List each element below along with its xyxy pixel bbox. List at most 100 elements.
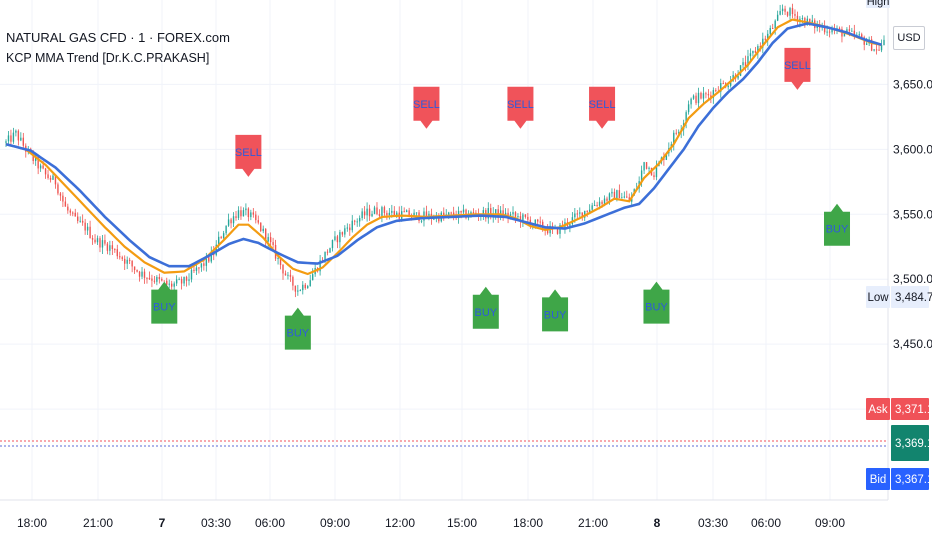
candle-body[interactable] (20, 137, 22, 141)
candle-body[interactable] (329, 248, 331, 253)
candle-body[interactable] (349, 227, 351, 231)
candle-body[interactable] (673, 132, 675, 145)
candle-body[interactable] (403, 211, 405, 213)
candle-body[interactable] (222, 233, 225, 239)
candle-body[interactable] (237, 210, 240, 218)
candle-body[interactable] (576, 213, 579, 215)
buy-signal-marker[interactable] (643, 281, 670, 324)
candle-body[interactable] (64, 201, 67, 207)
candle-body[interactable] (495, 209, 497, 214)
candle-body[interactable] (722, 83, 724, 85)
candle-body[interactable] (255, 214, 257, 221)
candle-body[interactable] (52, 175, 54, 180)
candle-body[interactable] (749, 53, 752, 57)
candle-body[interactable] (185, 276, 188, 281)
candle-body[interactable] (527, 216, 529, 220)
candle-body[interactable] (22, 137, 25, 146)
candle-body[interactable] (311, 274, 314, 281)
candle-body[interactable] (163, 280, 165, 282)
candle-body[interactable] (12, 132, 15, 142)
candle-body[interactable] (279, 258, 282, 265)
candle-body[interactable] (242, 210, 245, 217)
candle-body[interactable] (603, 198, 606, 205)
candle-body[interactable] (618, 190, 621, 199)
candle-body[interactable] (537, 219, 539, 222)
candle-body[interactable] (621, 197, 623, 199)
candle-body[interactable] (356, 221, 358, 223)
candle-body[interactable] (744, 62, 747, 67)
candle-body[interactable] (794, 14, 796, 16)
candle-body[interactable] (742, 62, 744, 66)
candle-body[interactable] (292, 276, 294, 286)
candle-body[interactable] (586, 210, 588, 212)
sell-signal-marker[interactable] (235, 134, 262, 177)
candle-body[interactable] (875, 49, 878, 51)
candle-body[interactable] (376, 207, 378, 215)
candle-body[interactable] (284, 273, 287, 276)
candle-body[interactable] (640, 170, 643, 182)
candle-body[interactable] (168, 283, 170, 285)
candle-body[interactable] (858, 34, 860, 36)
candle-body[interactable] (326, 251, 329, 253)
candle-body[interactable] (613, 191, 616, 200)
candle-body[interactable] (289, 274, 292, 277)
candle-body[interactable] (772, 28, 774, 30)
candle-body[interactable] (203, 263, 205, 266)
candle-body[interactable] (539, 221, 541, 223)
candle-body[interactable] (126, 259, 128, 264)
candle-body[interactable] (124, 258, 126, 264)
candle-body[interactable] (47, 174, 49, 178)
currency-button[interactable]: USD (893, 26, 925, 50)
candle-body[interactable] (7, 135, 10, 142)
candle-body[interactable] (420, 220, 423, 222)
candle-body[interactable] (220, 236, 222, 239)
candle-body[interactable] (217, 236, 220, 245)
candle-body[interactable] (593, 204, 596, 206)
candle-body[interactable] (546, 230, 549, 234)
candle-body[interactable] (319, 260, 321, 272)
candle-body[interactable] (193, 269, 195, 271)
candle-body[interactable] (354, 220, 356, 222)
candle-body[interactable] (648, 167, 650, 169)
candle-body[interactable] (873, 49, 875, 51)
candle-body[interactable] (848, 29, 851, 31)
candle-body[interactable] (598, 201, 601, 206)
candle-body[interactable] (106, 243, 109, 251)
candle-body[interactable] (79, 220, 81, 222)
candle-body[interactable] (519, 216, 522, 222)
candle-body[interactable] (776, 14, 779, 21)
sell-signal-marker[interactable] (589, 86, 616, 129)
candle-body[interactable] (878, 49, 880, 51)
candle-body[interactable] (762, 38, 764, 48)
candle-body[interactable] (581, 212, 583, 218)
candle-body[interactable] (341, 232, 344, 235)
candle-body[interactable] (737, 75, 739, 79)
candle-body[interactable] (232, 216, 235, 224)
candle-body[interactable] (208, 256, 210, 262)
candle-body[interactable] (260, 222, 262, 232)
candle-body[interactable] (811, 20, 813, 23)
candle-body[interactable] (759, 46, 762, 48)
candle-body[interactable] (690, 98, 692, 105)
candle-body[interactable] (175, 279, 178, 284)
candle-body[interactable] (460, 210, 462, 213)
candle-body[interactable] (215, 244, 217, 256)
candle-body[interactable] (368, 208, 371, 217)
candle-body[interactable] (710, 95, 712, 98)
candle-body[interactable] (715, 90, 717, 92)
candle-body[interactable] (188, 279, 190, 281)
candle-body[interactable] (198, 267, 200, 269)
candle-body[interactable] (250, 212, 252, 218)
candle-body[interactable] (767, 33, 769, 40)
candle-body[interactable] (448, 212, 450, 215)
candle-body[interactable] (210, 251, 212, 262)
buy-signal-marker[interactable] (151, 281, 178, 324)
candle-body[interactable] (133, 266, 136, 271)
candle-body[interactable] (190, 269, 193, 280)
candle-body[interactable] (588, 209, 591, 212)
candle-body[interactable] (828, 31, 831, 33)
candle-body[interactable] (331, 240, 334, 249)
candle-body[interactable] (195, 267, 198, 271)
candle-body[interactable] (534, 219, 536, 225)
